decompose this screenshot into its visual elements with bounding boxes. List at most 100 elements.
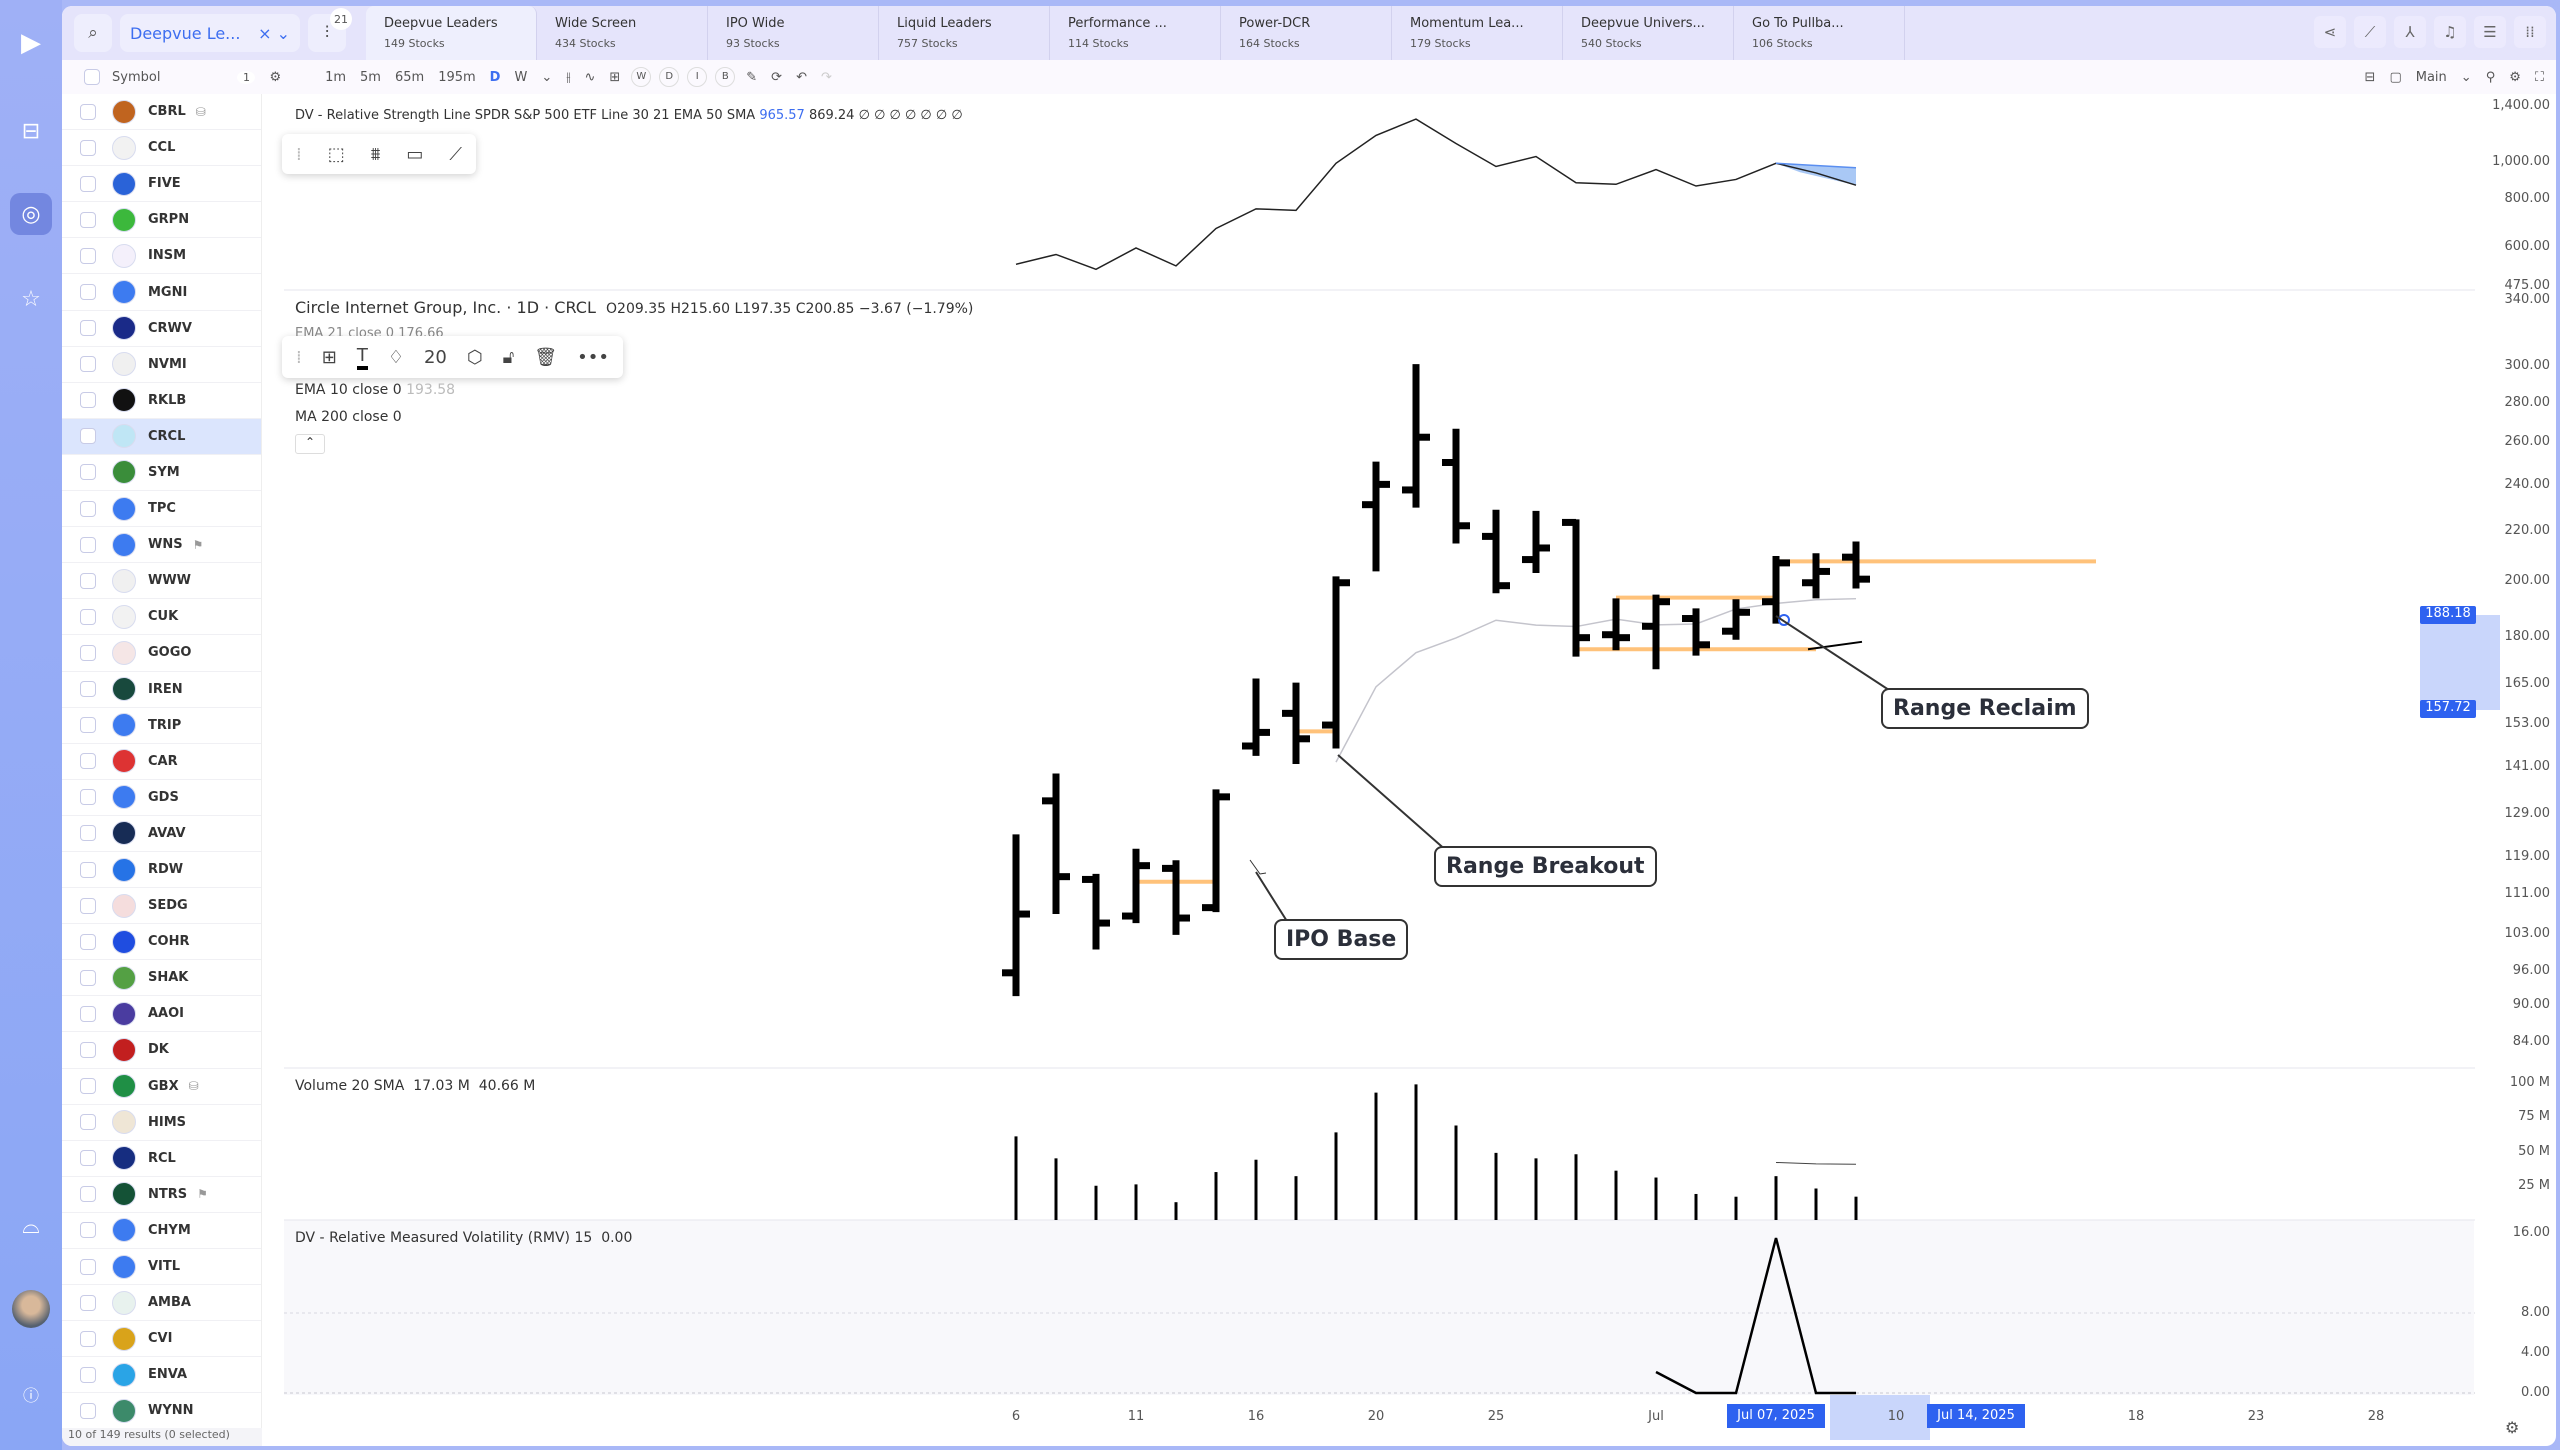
- row-checkbox[interactable]: [80, 356, 96, 373]
- row-checkbox[interactable]: [80, 464, 96, 481]
- close-icon[interactable]: × ⌄: [258, 23, 290, 43]
- tab-0[interactable]: Deepvue Leaders 149 Stocks: [366, 6, 537, 60]
- compare-icon[interactable]: ⅄: [2394, 16, 2426, 48]
- symbol-row[interactable]: WWW: [62, 563, 261, 600]
- folder-icon[interactable]: ▢: [2389, 69, 2402, 85]
- tab-7[interactable]: Deepvue Univers... 540 Stocks: [1563, 6, 1734, 60]
- row-checkbox[interactable]: [80, 247, 96, 264]
- layout-name[interactable]: Main: [2415, 69, 2447, 85]
- tab-3[interactable]: Liquid Leaders 757 Stocks: [879, 6, 1050, 60]
- symbol-row[interactable]: GOGO: [62, 635, 261, 672]
- symbol-row[interactable]: AAOI: [62, 996, 261, 1033]
- tab-4[interactable]: Performance ... 114 Stocks: [1050, 6, 1221, 60]
- templates-icon[interactable]: ⊞: [609, 69, 621, 85]
- row-checkbox[interactable]: [80, 1366, 96, 1383]
- mode-button-B[interactable]: B: [715, 67, 736, 87]
- star-icon[interactable]: ☆: [21, 286, 41, 312]
- symbol-row[interactable]: TPC: [62, 491, 261, 528]
- symbol-row[interactable]: CRCL: [62, 418, 261, 455]
- add-to-group-icon[interactable]: ⊞: [321, 346, 337, 368]
- redo-icon[interactable]: ↷: [820, 69, 832, 85]
- eraser-icon[interactable]: ✎: [746, 69, 758, 85]
- timeframe-195m[interactable]: 195m: [438, 69, 476, 85]
- alert-search-icon[interactable]: ⚲: [2485, 69, 2496, 85]
- symbol-row[interactable]: AVAV: [62, 816, 261, 852]
- radar-icon[interactable]: ◎: [10, 193, 52, 235]
- symbol-row[interactable]: CCL: [62, 130, 261, 167]
- symbol-row[interactable]: SYM: [62, 455, 261, 492]
- tab-1[interactable]: Wide Screen 434 Stocks: [537, 6, 708, 60]
- row-checkbox[interactable]: [80, 211, 96, 228]
- row-checkbox[interactable]: [80, 1114, 96, 1131]
- tab-8[interactable]: Go To Pullba... 106 Stocks: [1734, 6, 1905, 60]
- row-checkbox[interactable]: [80, 1402, 96, 1419]
- graduation-icon[interactable]: ⌓: [22, 1213, 40, 1239]
- symbol-row[interactable]: SHAK: [62, 960, 261, 997]
- chevron-down-icon[interactable]: ⌄: [541, 69, 553, 85]
- row-checkbox[interactable]: [80, 320, 96, 337]
- row-checkbox[interactable]: [80, 681, 96, 698]
- row-checkbox[interactable]: [80, 428, 96, 445]
- tab-6[interactable]: Momentum Lea... 179 Stocks: [1392, 6, 1563, 60]
- row-checkbox[interactable]: [80, 175, 96, 192]
- tab-5[interactable]: Power-DCR 164 Stocks: [1221, 6, 1392, 60]
- symbol-row[interactable]: DK: [62, 1032, 261, 1069]
- timeframe-5m[interactable]: 5m: [360, 69, 381, 85]
- row-checkbox[interactable]: [80, 753, 96, 770]
- row-checkbox[interactable]: [80, 644, 96, 661]
- bell-icon[interactable]: ♫: [2434, 16, 2466, 48]
- trendline-icon[interactable]: ⟋: [449, 143, 462, 165]
- avatar[interactable]: [12, 1290, 50, 1328]
- symbol-row[interactable]: VITL: [62, 1249, 261, 1286]
- row-checkbox[interactable]: [80, 1150, 96, 1167]
- row-checkbox[interactable]: [80, 897, 96, 914]
- symbol-row[interactable]: IREN: [62, 672, 261, 708]
- symbol-row[interactable]: WNS ⚑: [62, 527, 261, 564]
- symbol-row[interactable]: COHR: [62, 924, 261, 961]
- symbol-row[interactable]: AMBA: [62, 1285, 261, 1322]
- grid-view-icon[interactable]: ⁞⁞: [2514, 16, 2546, 48]
- unlock-icon[interactable]: 🔓︎: [502, 346, 515, 368]
- row-checkbox[interactable]: [80, 284, 96, 301]
- symbol-row[interactable]: NTRS ⚑: [62, 1177, 261, 1213]
- layout-icon[interactable]: ⊟: [2364, 69, 2376, 85]
- row-checkbox[interactable]: [80, 825, 96, 842]
- callout-icon[interactable]: ▭: [406, 143, 424, 165]
- row-checkbox[interactable]: [80, 1330, 96, 1347]
- annotation-ipo-base[interactable]: IPO Base: [1274, 919, 1409, 960]
- symbol-row[interactable]: SEDG: [62, 888, 261, 925]
- rectangle-icon[interactable]: ⬚: [327, 143, 345, 165]
- row-checkbox[interactable]: [80, 139, 96, 156]
- mode-button-I[interactable]: I: [687, 67, 708, 87]
- mode-button-D[interactable]: D: [659, 67, 680, 87]
- row-checkbox[interactable]: [80, 1078, 96, 1095]
- row-checkbox[interactable]: [80, 1041, 96, 1058]
- symbol-row[interactable]: GBX ⛁: [62, 1069, 261, 1105]
- drag-handle-icon[interactable]: ⁞: [296, 143, 302, 165]
- help-icon[interactable]: ⓘ: [22, 1386, 39, 1405]
- row-checkbox[interactable]: [80, 500, 96, 517]
- row-checkbox[interactable]: [80, 392, 96, 409]
- symbol-row[interactable]: HIMS: [62, 1105, 261, 1141]
- timeframe-65m[interactable]: 65m: [394, 69, 425, 85]
- row-checkbox[interactable]: [80, 1005, 96, 1022]
- chart-icon[interactable]: ⟋: [2354, 16, 2386, 48]
- row-checkbox[interactable]: [80, 969, 96, 986]
- symbol-row[interactable]: CHYM: [62, 1213, 261, 1249]
- indicators-icon[interactable]: ⫲: [566, 69, 571, 85]
- chart-settings-icon[interactable]: ⚙: [2509, 69, 2521, 85]
- symbol-row[interactable]: CVI: [62, 1321, 261, 1358]
- symbol-row[interactable]: CUK: [62, 599, 261, 636]
- timeframe-W[interactable]: W: [514, 69, 528, 85]
- settings-icon[interactable]: ⚙: [269, 69, 282, 85]
- row-checkbox[interactable]: [80, 1186, 96, 1203]
- fill-color-icon[interactable]: ♢: [387, 346, 404, 368]
- drag-handle-icon[interactable]: ⁞: [296, 346, 302, 368]
- chevron-down-icon[interactable]: ⌄: [2460, 69, 2472, 85]
- trash-icon[interactable]: 🗑︎: [534, 346, 558, 368]
- collapse-legend-button[interactable]: ⌃: [295, 434, 325, 454]
- row-checkbox[interactable]: [80, 933, 96, 950]
- symbol-row[interactable]: CBRL ⛁: [62, 94, 261, 131]
- symbol-row[interactable]: CAR: [62, 744, 261, 780]
